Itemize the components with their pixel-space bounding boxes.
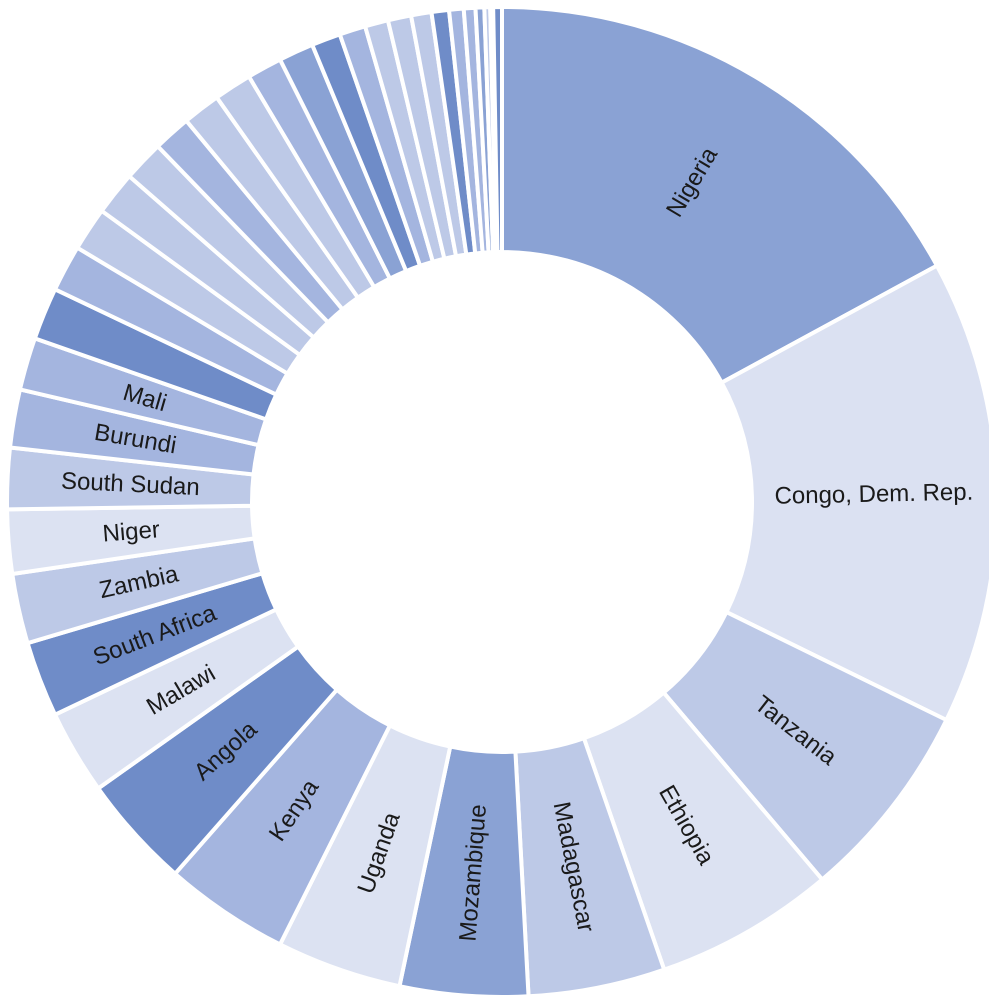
slice-madagascar — [513, 735, 667, 996]
donut-slices — [5, 4, 989, 996]
slice-congo-dem-rep — [718, 262, 989, 723]
slice-38 — [491, 4, 504, 255]
label-south-sudan: South Sudan — [60, 468, 200, 502]
label-niger: Niger — [102, 516, 161, 548]
label-congo-dem-rep: Congo, Dem. Rep. — [774, 479, 973, 510]
slice-nigeria — [500, 4, 940, 386]
